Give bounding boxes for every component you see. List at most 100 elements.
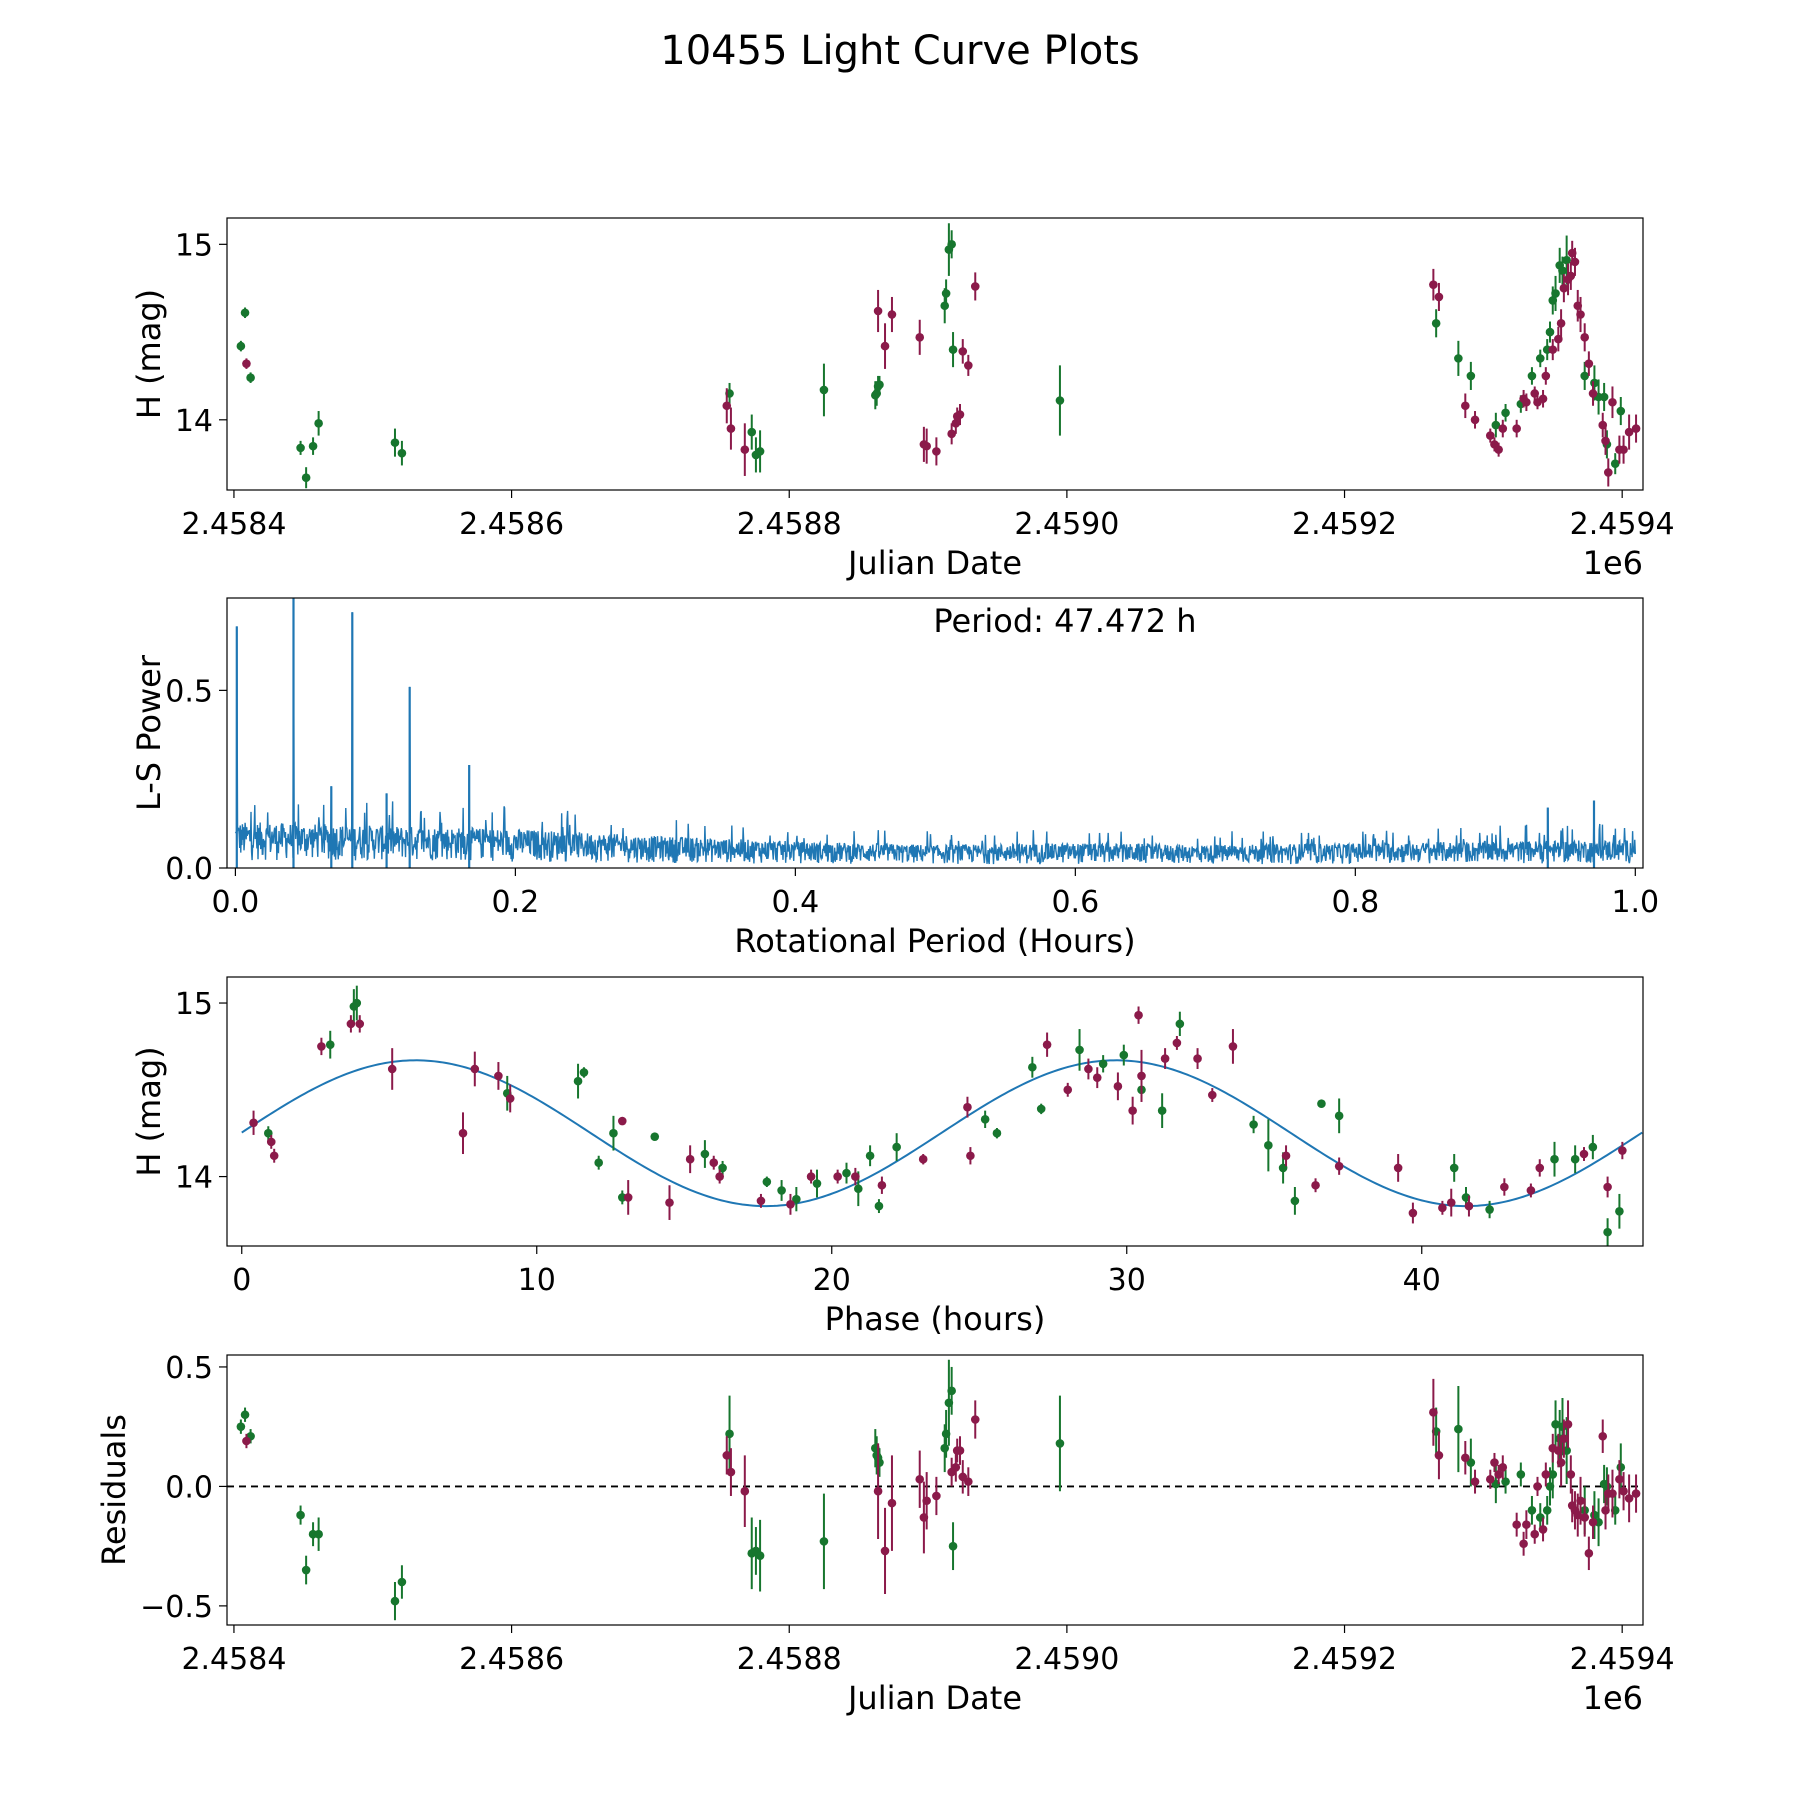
green-data-point <box>246 373 255 382</box>
maroon-data-point <box>1603 468 1613 477</box>
green-data-point <box>296 443 305 453</box>
periodogram-y-label: L-S Power <box>130 654 168 811</box>
maroon-data-point <box>266 1137 276 1147</box>
x-tick-label: 0.8 <box>1331 885 1379 920</box>
x-tick-label: 2.4594 <box>1570 507 1675 542</box>
green-data-point <box>892 1142 901 1152</box>
maroon-data-point <box>1588 389 1598 398</box>
green-data-point <box>747 427 757 437</box>
maroon-data-point <box>1498 1463 1508 1472</box>
green-data-point <box>1501 408 1510 418</box>
maroon-data-point <box>970 282 980 291</box>
maroon-data-point <box>1598 1431 1608 1441</box>
maroon-data-point <box>1559 283 1569 293</box>
maroon-data-point <box>786 1200 795 1209</box>
maroon-data-point <box>964 361 973 370</box>
y-tick-label: 0.0 <box>165 852 213 887</box>
green-data-point <box>1602 1482 1612 1491</box>
green-data-point <box>1249 1120 1258 1129</box>
light-curve-marks <box>236 223 1641 489</box>
x-tick-label: 2.4594 <box>1570 1642 1675 1677</box>
maroon-data-point <box>806 1172 816 1181</box>
green-data-point <box>1588 1142 1598 1152</box>
x-tick-label: 2.4590 <box>1014 1642 1119 1677</box>
green-data-point <box>325 1040 335 1049</box>
maroon-data-point <box>1566 271 1576 281</box>
maroon-data-point <box>242 1436 251 1446</box>
maroon-data-point <box>932 447 941 456</box>
maroon-data-point <box>1548 345 1558 354</box>
green-data-point <box>236 341 246 351</box>
green-data-point <box>755 447 765 456</box>
green-data-point <box>609 1128 618 1138</box>
green-data-point <box>240 308 250 318</box>
green-data-point <box>352 998 362 1008</box>
green-data-point <box>948 1541 958 1551</box>
green-data-point <box>941 289 951 298</box>
green-data-point <box>777 1186 786 1195</box>
maroon-data-point <box>1084 1064 1093 1074</box>
maroon-data-point <box>1580 1513 1589 1522</box>
green-data-point <box>1599 392 1609 402</box>
green-data-point <box>573 1076 583 1086</box>
green-data-point <box>980 1115 990 1124</box>
x-tick-label: 0.2 <box>492 885 540 920</box>
maroon-data-point <box>1446 1198 1456 1207</box>
green-data-point <box>1501 1477 1510 1486</box>
maroon-data-point <box>1538 394 1548 404</box>
maroon-data-point <box>685 1154 695 1164</box>
maroon-data-point <box>1134 1010 1143 1020</box>
x-tick-label: 2.4586 <box>459 1642 564 1677</box>
maroon-data-point <box>970 1415 980 1424</box>
maroon-data-point <box>249 1118 258 1128</box>
green-data-point <box>940 1443 950 1453</box>
green-data-point <box>1542 1506 1552 1515</box>
maroon-data-point <box>722 401 732 411</box>
maroon-data-point <box>1311 1180 1320 1190</box>
y-tick-label: 0.0 <box>165 1470 213 1505</box>
maroon-data-point <box>355 1019 365 1029</box>
x-tick-label: 2.4586 <box>459 507 564 542</box>
phase-curve-x-label: Phase (hours) <box>825 1300 1046 1338</box>
residuals-frame <box>226 1354 1644 1626</box>
maroon-data-point <box>665 1198 674 1207</box>
maroon-data-point <box>346 1019 356 1029</box>
x-tick-label: 2.4592 <box>1292 1642 1397 1677</box>
maroon-data-point <box>1584 1549 1594 1558</box>
maroon-data-point <box>1608 1489 1617 1498</box>
model-fit-curve <box>241 1059 1643 1208</box>
residuals-marks <box>227 1359 1643 1621</box>
green-data-point <box>1290 1196 1300 1206</box>
maroon-data-point <box>958 347 968 356</box>
green-data-point <box>819 385 829 395</box>
green-data-point <box>618 1193 627 1202</box>
maroon-data-point <box>918 1154 928 1164</box>
maroon-data-point <box>1485 1474 1495 1484</box>
green-data-point <box>236 1422 246 1431</box>
x-tick-label: 2.4592 <box>1292 507 1397 542</box>
maroon-data-point <box>1208 1090 1217 1100</box>
x-tick-label: 0.4 <box>772 885 820 920</box>
maroon-data-point <box>709 1158 719 1167</box>
green-data-point <box>1055 1439 1065 1448</box>
maroon-data-point <box>1498 424 1508 433</box>
green-data-point <box>1527 371 1537 381</box>
green-data-point <box>1550 1154 1559 1164</box>
green-data-point <box>1449 1163 1459 1173</box>
green-data-point <box>1527 1506 1537 1515</box>
maroon-data-point <box>1429 280 1438 289</box>
maroon-data-point <box>1494 1470 1503 1479</box>
green-data-point <box>875 380 884 390</box>
green-data-point <box>1098 1059 1108 1069</box>
green-data-point <box>875 1458 884 1467</box>
maroon-data-point <box>955 410 965 419</box>
periodogram-frame <box>226 597 1644 869</box>
maroon-data-point <box>915 1474 925 1484</box>
y-tick-label: −0.5 <box>140 1590 213 1625</box>
maroon-data-point <box>887 1498 897 1508</box>
maroon-data-point <box>317 1042 326 1051</box>
maroon-data-point <box>851 1172 860 1181</box>
maroon-data-point <box>951 1463 961 1472</box>
light-curve-y-label: H (mag) <box>130 289 168 419</box>
